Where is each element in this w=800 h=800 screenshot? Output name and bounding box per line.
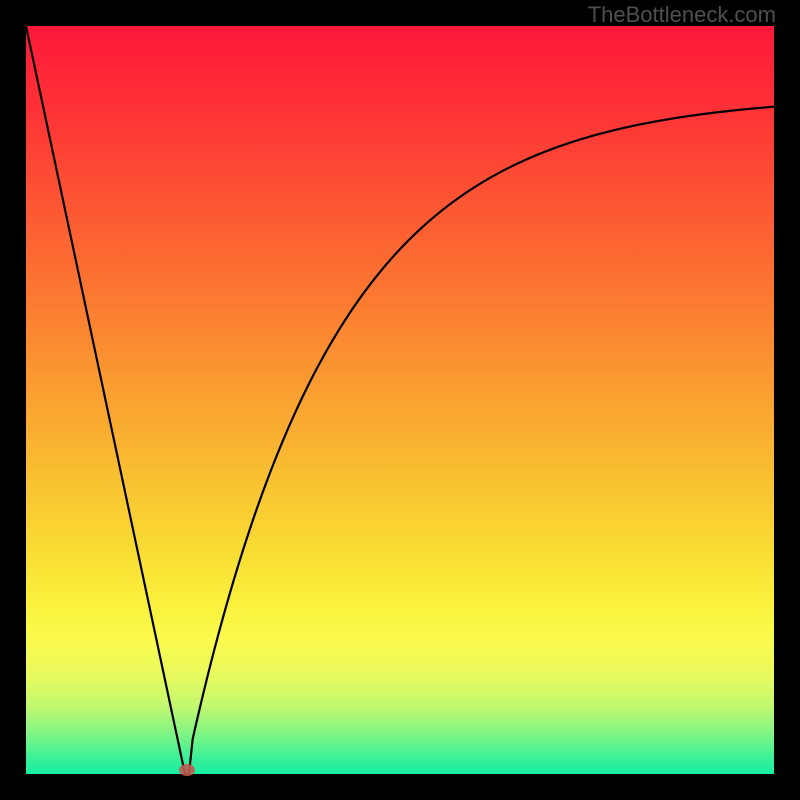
minimum-marker xyxy=(179,764,195,776)
bottleneck-chart xyxy=(0,0,800,800)
plot-background xyxy=(26,26,774,774)
watermark-text: TheBottleneck.com xyxy=(588,2,776,28)
